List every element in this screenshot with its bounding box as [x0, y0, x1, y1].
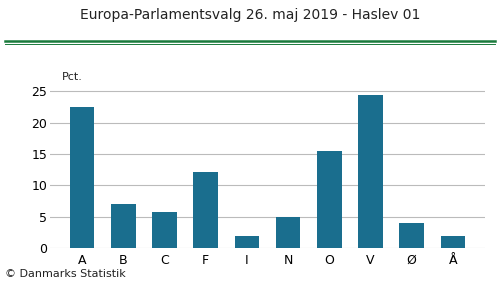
Bar — [400, 223, 424, 248]
Text: Pct.: Pct. — [62, 72, 82, 82]
Bar — [70, 107, 94, 248]
Bar — [317, 151, 342, 248]
Bar — [234, 236, 260, 248]
Bar — [276, 217, 300, 248]
Text: Europa-Parlamentsvalg 26. maj 2019 - Haslev 01: Europa-Parlamentsvalg 26. maj 2019 - Has… — [80, 8, 420, 23]
Bar — [440, 236, 465, 248]
Bar — [194, 172, 218, 248]
Bar — [111, 204, 136, 248]
Bar — [358, 95, 383, 248]
Bar — [152, 212, 177, 248]
Text: © Danmarks Statistik: © Danmarks Statistik — [5, 269, 126, 279]
